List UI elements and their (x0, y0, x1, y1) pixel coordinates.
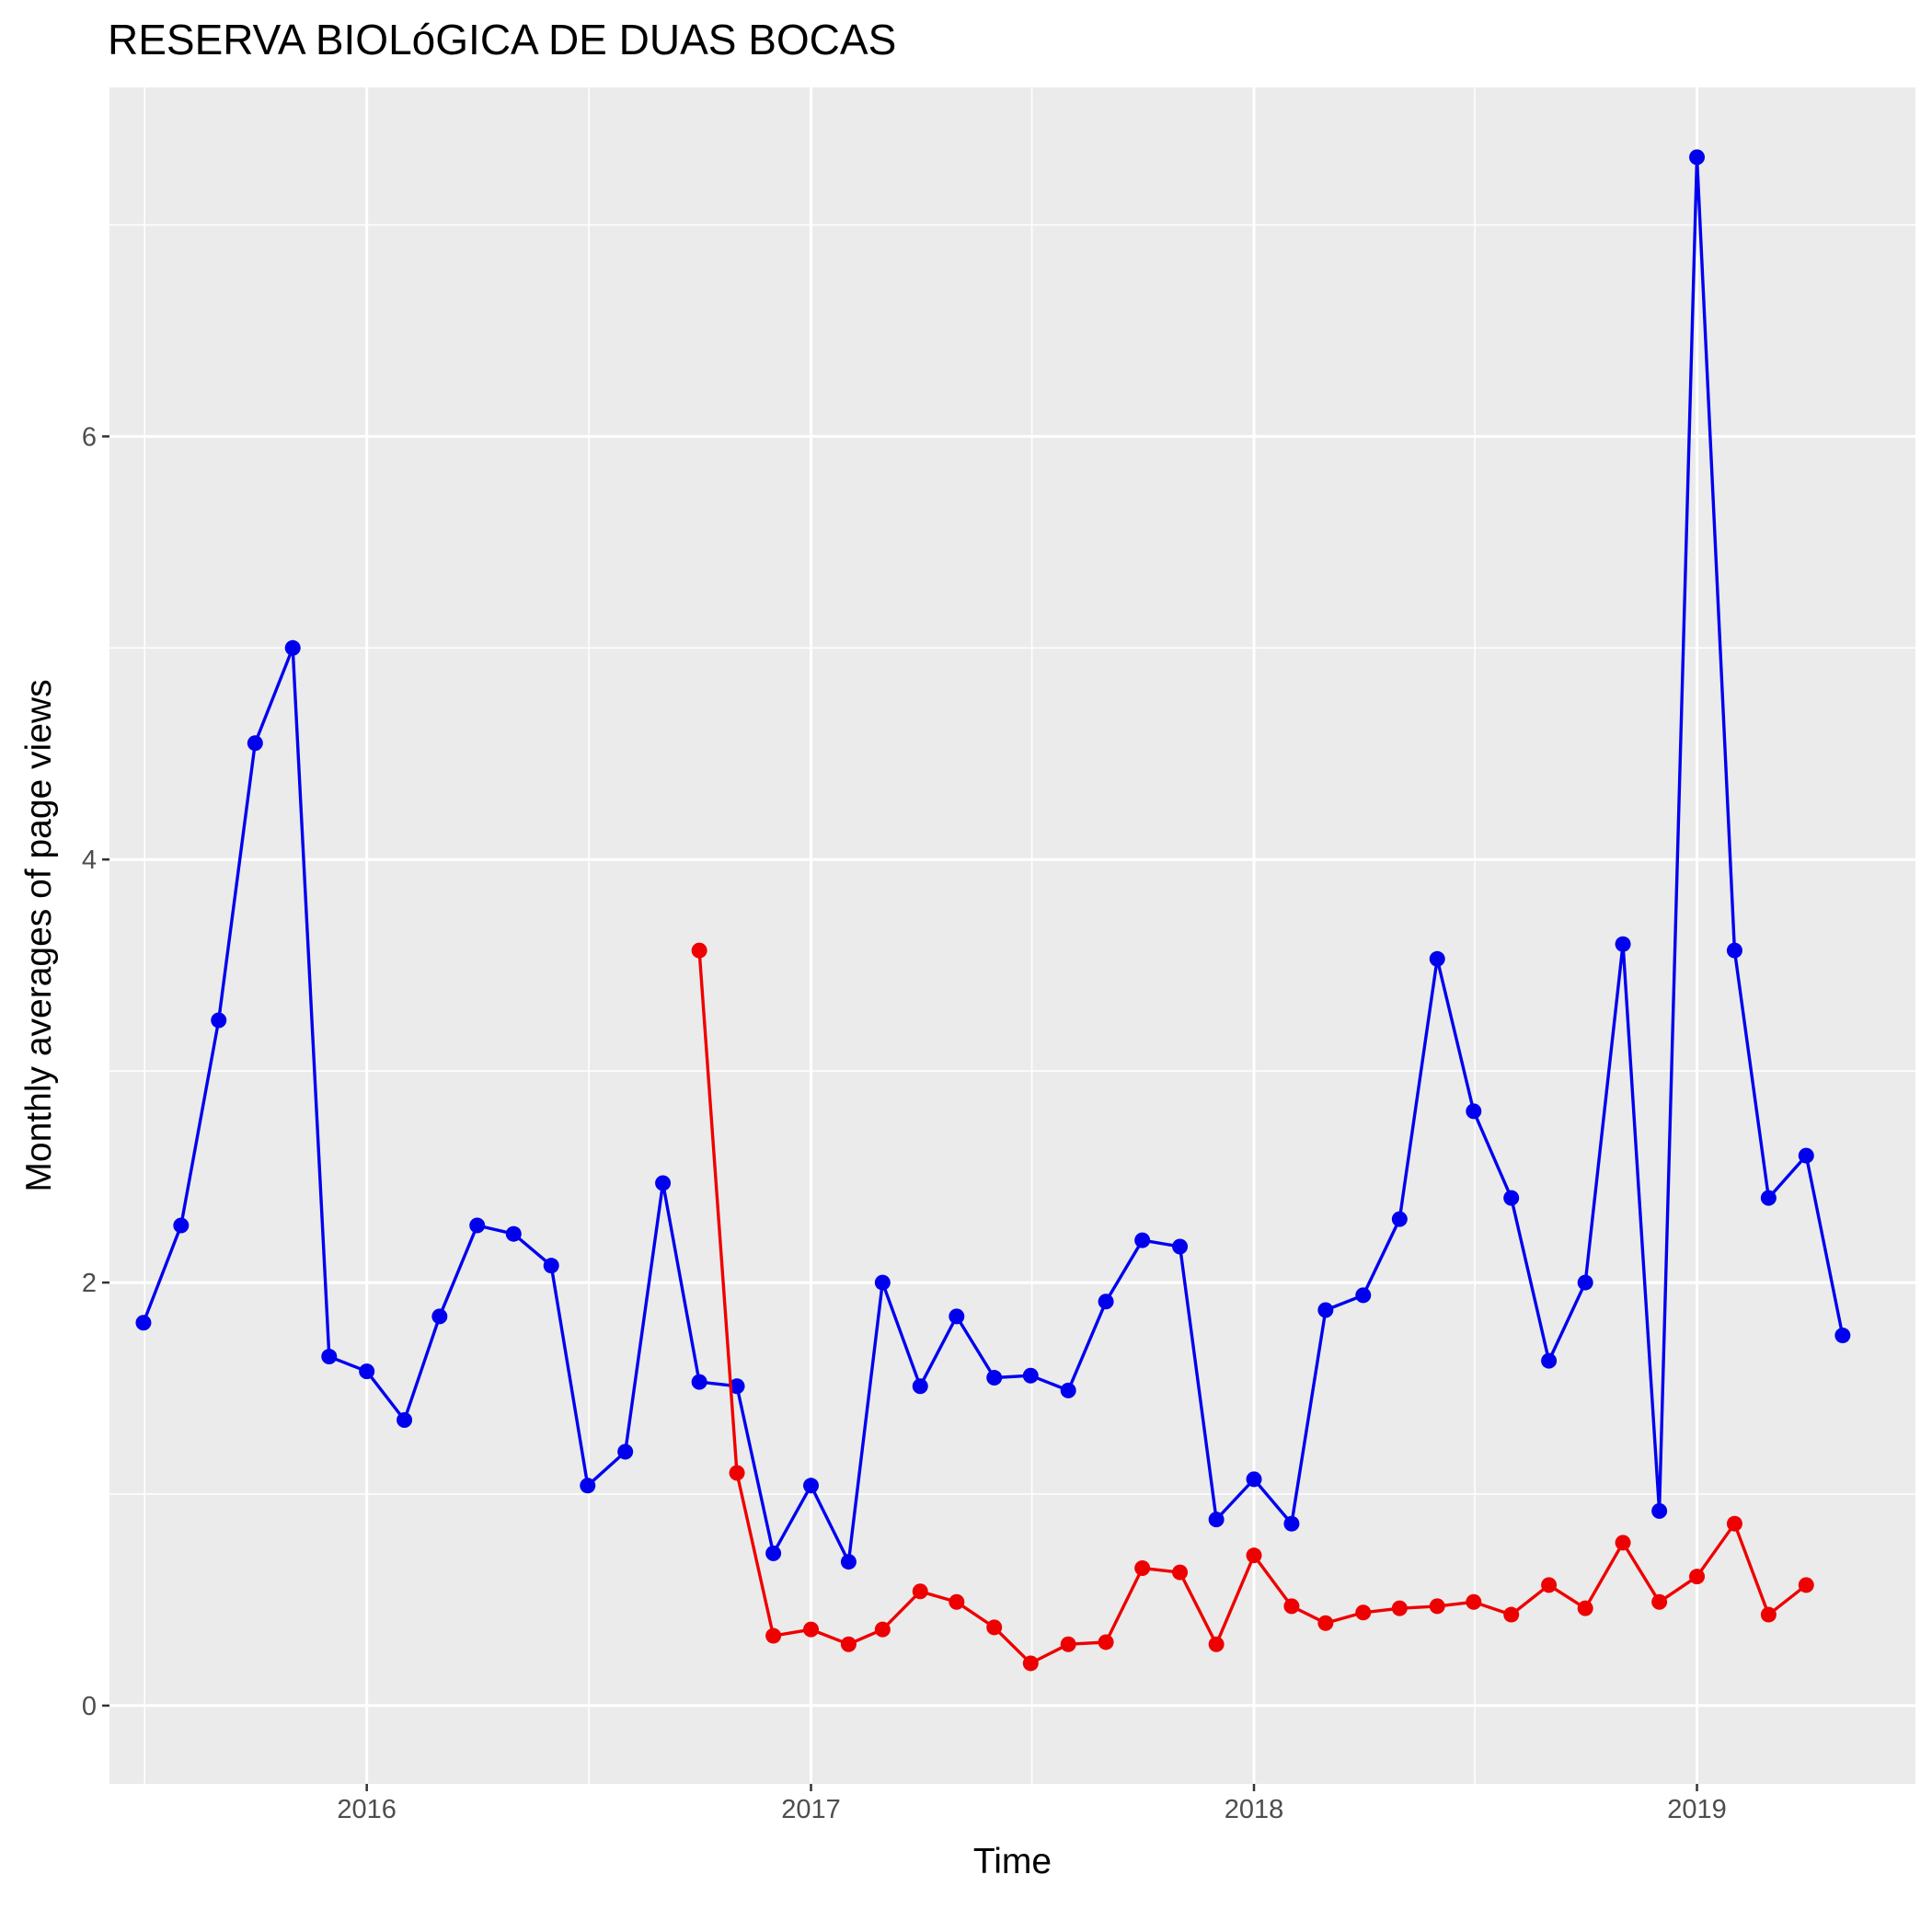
chart-title: RESERVA BIOLóGICA DE DUAS BOCAS (108, 16, 897, 63)
data-point (1429, 950, 1445, 967)
data-point (1541, 1577, 1558, 1593)
data-point (655, 1175, 672, 1191)
data-point (1651, 1502, 1668, 1519)
data-point (1098, 1634, 1114, 1650)
data-point (1060, 1382, 1076, 1398)
data-point (986, 1370, 1003, 1386)
series-2 (691, 942, 1814, 1672)
data-point (1726, 942, 1742, 959)
plot-panel (109, 87, 1915, 1784)
data-point (1208, 1512, 1225, 1528)
data-point (949, 1593, 965, 1610)
data-point (1834, 1328, 1851, 1344)
series-layer (135, 149, 1851, 1672)
data-point (1317, 1615, 1334, 1631)
data-point (617, 1443, 634, 1460)
data-point (803, 1478, 820, 1494)
axes-layer: 0 2 4 6 2016 2017 2018 2019 (82, 422, 1727, 1824)
data-point (1503, 1190, 1520, 1206)
y-tick-label: 2 (82, 1269, 97, 1298)
data-point (469, 1217, 486, 1234)
y-tick-label: 6 (82, 422, 97, 452)
data-point (1391, 1600, 1408, 1616)
data-point (1355, 1287, 1372, 1304)
y-axis-title: Monthly averages of page views (19, 679, 59, 1191)
data-point (1615, 936, 1631, 952)
y-tick-label: 0 (82, 1692, 97, 1721)
data-point (211, 1012, 227, 1029)
data-point (912, 1378, 928, 1395)
y-tick-label: 4 (82, 845, 97, 875)
data-point (580, 1478, 596, 1494)
data-point (1798, 1147, 1814, 1164)
data-point (765, 1545, 782, 1561)
data-point (431, 1308, 448, 1325)
data-point (1760, 1606, 1777, 1623)
data-point (840, 1636, 857, 1652)
data-point (840, 1554, 857, 1570)
data-point (247, 735, 263, 752)
data-point (1283, 1515, 1300, 1532)
data-point (1798, 1577, 1814, 1593)
data-point (1466, 1103, 1482, 1120)
data-point (1172, 1564, 1189, 1581)
data-point (543, 1258, 559, 1274)
data-point (397, 1412, 413, 1429)
data-point (874, 1621, 891, 1638)
data-point (874, 1274, 891, 1291)
data-point (1726, 1515, 1742, 1532)
data-point (1246, 1471, 1262, 1488)
data-point (1134, 1232, 1151, 1248)
data-point (1651, 1593, 1668, 1610)
data-point (1022, 1655, 1039, 1672)
data-point (1355, 1604, 1372, 1621)
data-point (1391, 1211, 1408, 1227)
data-point (986, 1619, 1003, 1636)
x-tick-label: 2017 (781, 1795, 841, 1824)
data-point (1317, 1302, 1334, 1318)
data-point (1134, 1559, 1151, 1576)
data-point (1503, 1606, 1520, 1623)
data-point (1577, 1274, 1593, 1291)
data-point (1689, 149, 1706, 166)
data-point (691, 1374, 707, 1390)
data-point (173, 1217, 190, 1234)
data-point (729, 1378, 745, 1395)
data-point (284, 639, 301, 656)
minor-gridlines (109, 87, 1915, 1784)
data-point (691, 942, 707, 959)
data-point (1060, 1636, 1076, 1652)
data-point (729, 1465, 745, 1481)
data-point (1208, 1636, 1225, 1652)
data-point (949, 1308, 965, 1325)
data-point (912, 1583, 928, 1600)
data-point (359, 1363, 375, 1380)
data-point (135, 1315, 152, 1331)
data-point (1429, 1598, 1445, 1615)
data-point (1172, 1238, 1189, 1255)
series-1 (135, 149, 1851, 1570)
x-tick-label: 2018 (1225, 1795, 1284, 1824)
major-gridlines (109, 87, 1915, 1784)
x-tick-label: 2016 (337, 1795, 397, 1824)
data-point (1760, 1190, 1777, 1206)
data-point (1577, 1600, 1593, 1616)
data-point (803, 1621, 820, 1638)
data-point (505, 1225, 522, 1242)
data-point (1246, 1547, 1262, 1564)
data-point (1615, 1535, 1631, 1551)
data-point (1283, 1598, 1300, 1615)
data-point (1466, 1593, 1482, 1610)
x-axis-title: Time (973, 1842, 1052, 1881)
data-point (1098, 1294, 1114, 1310)
data-point (1541, 1352, 1558, 1369)
x-tick-label: 2019 (1667, 1795, 1727, 1824)
data-point (765, 1627, 782, 1644)
data-point (1022, 1367, 1039, 1384)
data-point (1689, 1569, 1706, 1585)
data-point (321, 1349, 338, 1365)
